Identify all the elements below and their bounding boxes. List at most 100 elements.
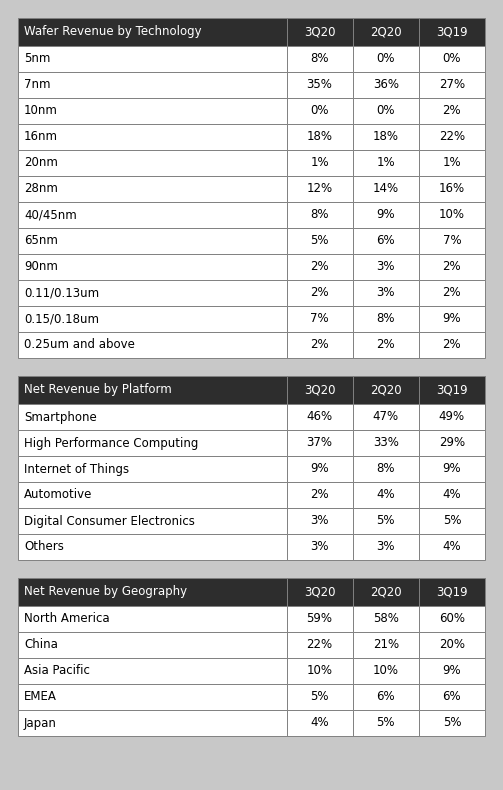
Bar	[419, 710, 485, 736]
Bar	[419, 632, 485, 658]
Text: 16nm: 16nm	[24, 130, 58, 144]
Bar	[18, 482, 287, 508]
Text: 18%: 18%	[307, 130, 332, 144]
Bar	[353, 306, 419, 332]
Text: 5%: 5%	[310, 690, 329, 704]
Bar	[353, 606, 419, 632]
Text: 9%: 9%	[376, 209, 395, 221]
Text: 59%: 59%	[307, 612, 332, 626]
Bar	[353, 46, 419, 72]
Text: High Performance Computing: High Performance Computing	[24, 437, 198, 450]
Text: 8%: 8%	[310, 209, 329, 221]
Bar	[18, 430, 287, 456]
Text: 10%: 10%	[373, 664, 399, 678]
Bar	[18, 456, 287, 482]
Bar	[18, 332, 287, 358]
Text: 2Q20: 2Q20	[370, 25, 401, 39]
Text: 7%: 7%	[310, 313, 329, 325]
Bar	[419, 18, 485, 46]
Text: 0%: 0%	[443, 52, 461, 66]
Bar	[287, 482, 353, 508]
Text: 5%: 5%	[310, 235, 329, 247]
Text: 3%: 3%	[377, 261, 395, 273]
Bar	[287, 18, 353, 46]
Text: Smartphone: Smartphone	[24, 411, 97, 423]
Bar	[18, 404, 287, 430]
Bar	[18, 534, 287, 560]
Text: Others: Others	[24, 540, 64, 554]
Bar	[18, 150, 287, 176]
Bar	[353, 18, 419, 46]
Bar	[287, 404, 353, 430]
Text: 3%: 3%	[310, 540, 329, 554]
Bar	[18, 306, 287, 332]
Bar	[287, 332, 353, 358]
Text: 2%: 2%	[443, 104, 461, 118]
Bar	[419, 404, 485, 430]
Bar	[353, 72, 419, 98]
Text: 47%: 47%	[373, 411, 399, 423]
Bar	[18, 578, 287, 606]
Text: 40/45nm: 40/45nm	[24, 209, 77, 221]
Text: 7nm: 7nm	[24, 78, 50, 92]
Text: 29%: 29%	[439, 437, 465, 450]
Bar	[419, 684, 485, 710]
Text: 5nm: 5nm	[24, 52, 50, 66]
Bar	[18, 98, 287, 124]
Bar	[353, 228, 419, 254]
Text: 2%: 2%	[310, 338, 329, 352]
Text: 0.15/0.18um: 0.15/0.18um	[24, 313, 99, 325]
Text: 4%: 4%	[443, 540, 461, 554]
Bar	[18, 684, 287, 710]
Text: 22%: 22%	[439, 130, 465, 144]
Text: 90nm: 90nm	[24, 261, 58, 273]
Text: 28nm: 28nm	[24, 182, 58, 195]
Bar	[18, 18, 287, 46]
Bar	[287, 632, 353, 658]
Bar	[18, 228, 287, 254]
Bar	[353, 658, 419, 684]
Bar	[419, 430, 485, 456]
Bar	[353, 280, 419, 306]
Text: 3%: 3%	[377, 540, 395, 554]
Bar	[18, 46, 287, 72]
Bar	[353, 508, 419, 534]
Bar	[353, 710, 419, 736]
Text: 20nm: 20nm	[24, 156, 58, 170]
Text: Net Revenue by Geography: Net Revenue by Geography	[24, 585, 187, 599]
Text: 9%: 9%	[443, 664, 461, 678]
Bar	[353, 176, 419, 202]
Text: 16%: 16%	[439, 182, 465, 195]
Text: 8%: 8%	[377, 313, 395, 325]
Text: 10nm: 10nm	[24, 104, 58, 118]
Text: 0%: 0%	[377, 104, 395, 118]
Text: 9%: 9%	[443, 313, 461, 325]
Bar	[287, 98, 353, 124]
Bar	[419, 46, 485, 72]
Bar	[419, 578, 485, 606]
Bar	[18, 254, 287, 280]
Bar	[419, 508, 485, 534]
Bar	[419, 658, 485, 684]
Bar	[18, 606, 287, 632]
Text: 2%: 2%	[443, 261, 461, 273]
Text: 33%: 33%	[373, 437, 399, 450]
Bar	[287, 534, 353, 560]
Bar	[287, 72, 353, 98]
Text: 3Q19: 3Q19	[436, 383, 468, 397]
Bar	[419, 280, 485, 306]
Bar	[287, 150, 353, 176]
Text: Automotive: Automotive	[24, 488, 93, 502]
Bar	[287, 376, 353, 404]
Bar	[353, 254, 419, 280]
Text: 6%: 6%	[376, 690, 395, 704]
Text: 3Q19: 3Q19	[436, 25, 468, 39]
Bar	[353, 456, 419, 482]
Text: 18%: 18%	[373, 130, 399, 144]
Bar	[353, 202, 419, 228]
Bar	[419, 228, 485, 254]
Bar	[419, 482, 485, 508]
Bar	[287, 578, 353, 606]
Bar	[287, 228, 353, 254]
Text: 4%: 4%	[443, 488, 461, 502]
